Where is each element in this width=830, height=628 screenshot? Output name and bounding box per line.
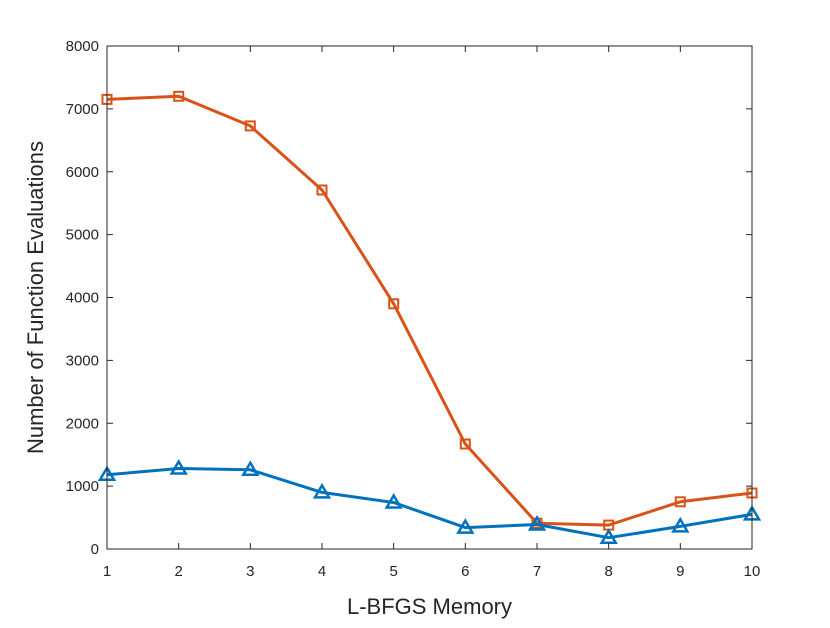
x-tick-label: 10 [744, 563, 761, 580]
data-point-triangle [456, 518, 475, 534]
data-point-square [674, 496, 686, 508]
y-tick-label: 1000 [66, 478, 99, 495]
data-point-triangle [527, 515, 547, 531]
data-point-square [459, 438, 471, 450]
series-line [106, 94, 753, 527]
series-layer [97, 90, 762, 544]
data-point-square [316, 184, 328, 196]
y-tick-label: 3000 [66, 352, 99, 369]
plot-area [107, 46, 752, 549]
y-tick-label: 8000 [66, 38, 99, 55]
x-tick-label: 9 [676, 563, 684, 580]
x-tick-label: 8 [604, 563, 612, 580]
x-axis: 1 2 3 4 5 6 7 8 9 10 [103, 46, 761, 580]
x-tick-label: 2 [174, 563, 182, 580]
x-tick-label: 4 [318, 563, 326, 580]
x-tick-label: 3 [246, 563, 254, 580]
x-tick-label: 1 [103, 563, 111, 580]
y-tick-label: 4000 [66, 290, 99, 307]
data-point-triangle [241, 460, 260, 477]
x-tick-label: 7 [533, 563, 541, 580]
series-line [106, 467, 753, 540]
x-tick-label: 6 [461, 563, 469, 580]
data-point-triangle [312, 482, 332, 499]
data-point-triangle [384, 493, 403, 509]
data-point-square [244, 120, 256, 132]
x-tick-label: 5 [389, 563, 397, 580]
x-axis-label: L-BFGS Memory [347, 594, 512, 619]
y-tick-label: 0 [91, 541, 99, 558]
y-tick-label: 6000 [66, 164, 99, 181]
y-tick-label: 2000 [66, 415, 99, 432]
data-point-square [388, 298, 400, 310]
data-point-triangle [599, 528, 618, 544]
y-tick-label: 7000 [66, 101, 99, 118]
data-point-triangle [671, 516, 690, 533]
y-tick-label: 5000 [66, 227, 99, 244]
y-axis-label: Number of Function Evaluations [23, 141, 48, 454]
data-point-square [173, 90, 185, 102]
data-point-triangle [169, 459, 188, 475]
y-axis: 0 1000 2000 3000 4000 5000 6000 7000 8000 [66, 38, 752, 558]
